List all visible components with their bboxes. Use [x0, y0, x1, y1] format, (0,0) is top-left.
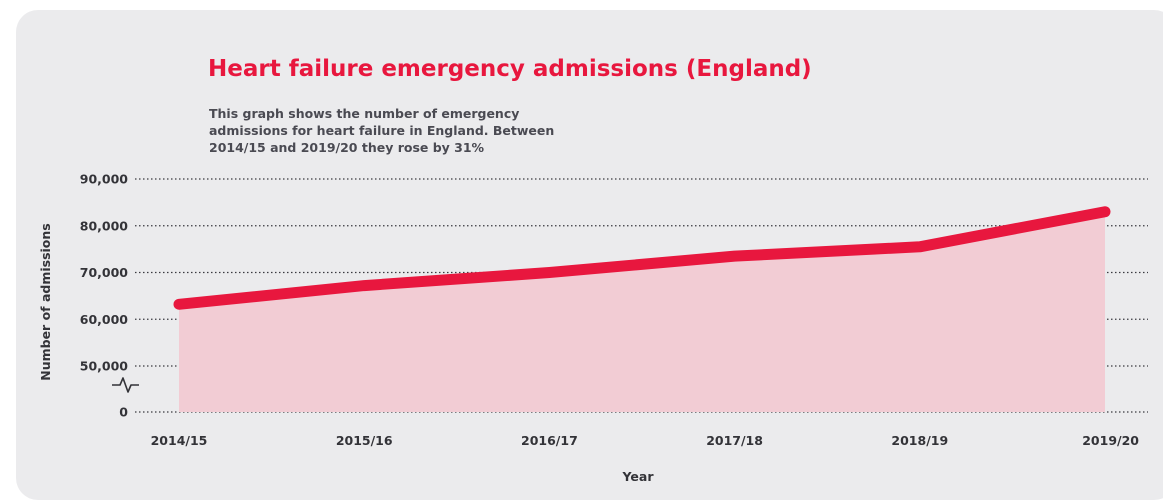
area-layer	[173, 206, 1111, 412]
x-tick-labels: 2014/15 2015/16 2016/17 2017/18 2018/19 2019/…	[151, 433, 1140, 448]
y-tick-label: 50,000	[80, 359, 129, 374]
x-tick-label: 2019/20	[1082, 433, 1139, 448]
chart-subtitle: This graph shows the number of emergency…	[209, 106, 555, 155]
axis-break-zigzag	[112, 377, 139, 393]
y-tick-label: 90,000	[80, 172, 129, 187]
y-tick-label: 0	[119, 405, 128, 420]
x-tick-label: 2014/15	[151, 433, 208, 448]
y-axis-title: Number of admissions	[38, 223, 53, 381]
y-tick-label: 70,000	[80, 265, 129, 280]
y-tick-labels: 0 50,000 60,000 70,000 80,000 90,000	[80, 172, 129, 420]
x-tick-label: 2016/17	[521, 433, 578, 448]
axis-break-icon	[112, 377, 139, 393]
x-tick-label: 2015/16	[336, 433, 393, 448]
x-tick-label: 2018/19	[891, 433, 948, 448]
chart-title: Heart failure emergency admissions (Engl…	[208, 56, 812, 82]
y-tick-label: 60,000	[80, 312, 129, 327]
x-axis-title: Year	[622, 469, 655, 484]
x-tick-label: 2017/18	[706, 433, 763, 448]
area-fill	[179, 211, 1105, 412]
y-tick-label: 80,000	[80, 218, 129, 233]
series-line	[173, 206, 1111, 310]
